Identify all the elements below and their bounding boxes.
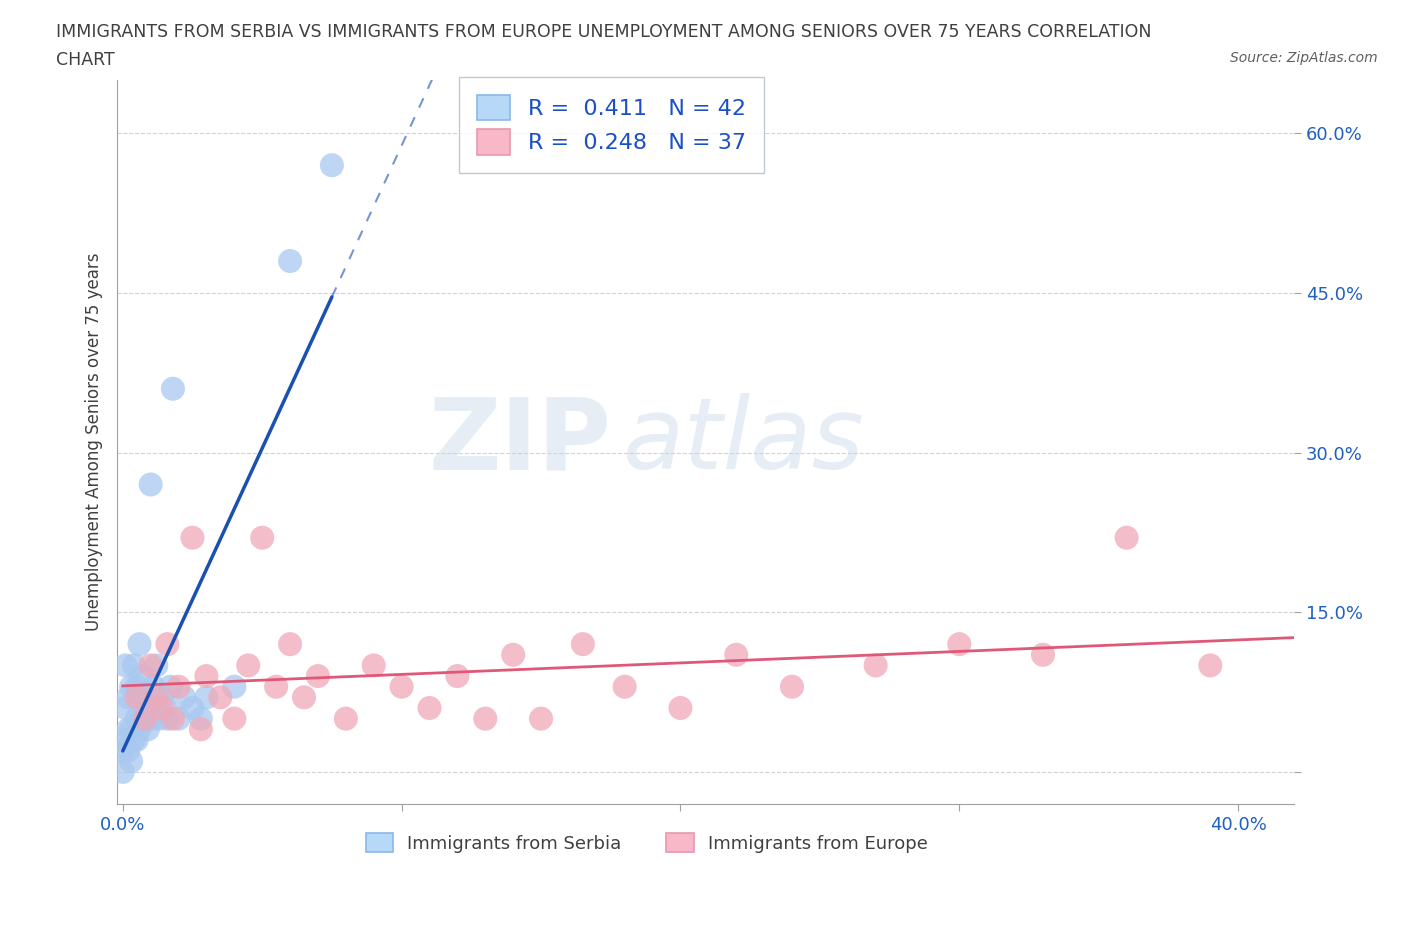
Point	[150, 690, 173, 705]
Point	[181, 700, 204, 715]
Legend: Immigrants from Serbia, Immigrants from Europe: Immigrants from Serbia, Immigrants from …	[359, 826, 935, 860]
Point	[136, 700, 159, 715]
Point	[181, 530, 204, 545]
Point	[142, 679, 165, 694]
Point	[131, 669, 153, 684]
Point	[134, 711, 156, 726]
Text: IMMIGRANTS FROM SERBIA VS IMMIGRANTS FROM EUROPE UNEMPLOYMENT AMONG SENIORS OVER: IMMIGRANTS FROM SERBIA VS IMMIGRANTS FRO…	[56, 23, 1152, 41]
Point	[418, 700, 440, 715]
Point	[156, 637, 179, 652]
Point	[148, 711, 170, 726]
Point	[167, 679, 190, 694]
Point	[128, 722, 150, 737]
Point	[173, 690, 195, 705]
Point	[502, 647, 524, 662]
Point	[120, 754, 142, 769]
Point	[139, 477, 162, 492]
Point	[162, 711, 184, 726]
Point	[613, 679, 636, 694]
Point	[195, 669, 218, 684]
Point	[278, 254, 301, 269]
Point	[150, 700, 173, 715]
Point	[278, 637, 301, 652]
Point	[321, 158, 343, 173]
Point	[446, 669, 468, 684]
Text: CHART: CHART	[56, 51, 115, 69]
Point	[122, 658, 145, 673]
Point	[224, 679, 246, 694]
Point	[136, 722, 159, 737]
Point	[125, 711, 148, 726]
Text: Source: ZipAtlas.com: Source: ZipAtlas.com	[1230, 51, 1378, 65]
Point	[250, 530, 273, 545]
Point	[114, 658, 136, 673]
Point	[224, 711, 246, 726]
Point	[530, 711, 553, 726]
Point	[122, 733, 145, 748]
Point	[167, 711, 190, 726]
Point	[114, 733, 136, 748]
Point	[865, 658, 887, 673]
Point	[114, 700, 136, 715]
Point	[120, 679, 142, 694]
Point	[363, 658, 385, 673]
Text: ZIP: ZIP	[429, 393, 612, 490]
Point	[264, 679, 287, 694]
Point	[128, 637, 150, 652]
Point	[111, 764, 134, 779]
Point	[159, 679, 181, 694]
Point	[156, 711, 179, 726]
Point	[572, 637, 595, 652]
Point	[948, 637, 970, 652]
Point	[669, 700, 692, 715]
Point	[117, 690, 139, 705]
Point	[474, 711, 496, 726]
Point	[134, 711, 156, 726]
Point	[125, 690, 148, 705]
Point	[1115, 530, 1137, 545]
Point	[195, 690, 218, 705]
Point	[125, 679, 148, 694]
Point	[725, 647, 748, 662]
Point	[139, 658, 162, 673]
Point	[117, 722, 139, 737]
Point	[117, 743, 139, 758]
Point	[238, 658, 260, 673]
Point	[335, 711, 357, 726]
Y-axis label: Unemployment Among Seniors over 75 years: Unemployment Among Seniors over 75 years	[86, 253, 103, 631]
Point	[190, 711, 212, 726]
Point	[145, 658, 167, 673]
Point	[125, 733, 148, 748]
Point	[139, 711, 162, 726]
Point	[120, 722, 142, 737]
Point	[131, 711, 153, 726]
Point	[190, 722, 212, 737]
Point	[292, 690, 315, 705]
Point	[153, 700, 176, 715]
Point	[780, 679, 803, 694]
Text: atlas: atlas	[623, 393, 865, 490]
Point	[1199, 658, 1222, 673]
Point	[1032, 647, 1054, 662]
Point	[162, 381, 184, 396]
Point	[209, 690, 232, 705]
Point	[307, 669, 329, 684]
Point	[145, 690, 167, 705]
Point	[111, 743, 134, 758]
Point	[391, 679, 413, 694]
Point	[134, 690, 156, 705]
